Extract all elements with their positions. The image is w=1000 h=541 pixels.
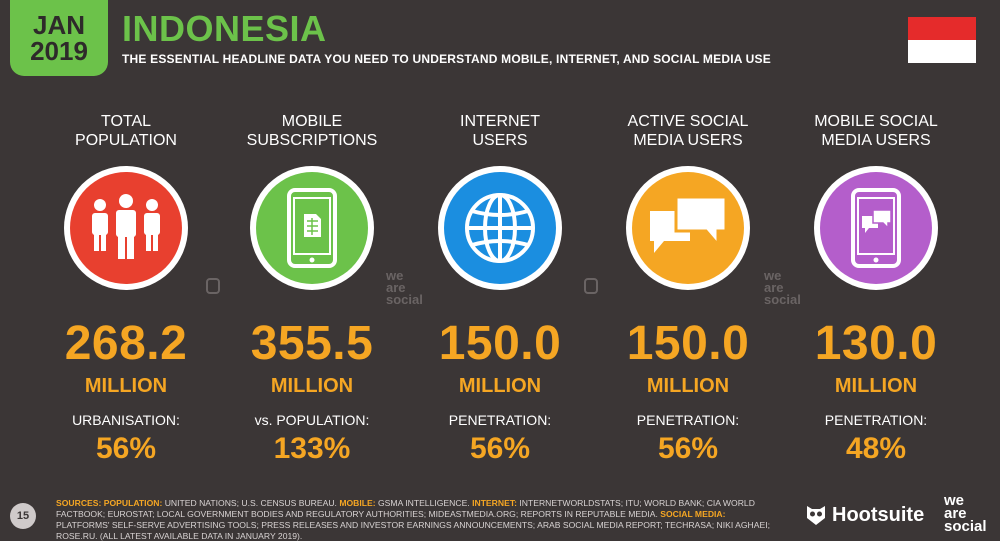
stat-total-population: TOTAL POPULATION 268.2 MILLION URBANISAT [36, 112, 216, 465]
stat-circle [64, 166, 188, 290]
chat-bubbles-icon [650, 195, 728, 253]
stat-unit: MILLION [646, 375, 730, 397]
hootsuite-logo: Hootsuite [804, 503, 924, 527]
stat-active-social-media-users: ACTIVE SOCIAL MEDIA USERS 150.0 MILLION … [598, 112, 778, 465]
indonesia-flag-icon [908, 17, 976, 63]
stat-circle [250, 166, 374, 290]
stat-value: 355.5 [250, 317, 374, 370]
stat-label: TOTAL POPULATION [75, 113, 177, 149]
stat-sublabel: PENETRATION: [448, 412, 552, 428]
stat-value: 150.0 [626, 317, 750, 370]
stat-value: 268.2 [64, 317, 188, 370]
stat-sublabel: PENETRATION: [636, 412, 740, 428]
we-are-social-watermark: we are social [764, 268, 801, 307]
date-badge: JAN 2019 [10, 0, 108, 76]
stat-sublabel: URBANISATION: [72, 412, 180, 428]
we-are-social-watermark: we are social [386, 268, 423, 307]
owl-watermark-icon [206, 278, 220, 294]
people-icon [92, 194, 160, 259]
stat-value: 130.0 [814, 317, 938, 370]
hootsuite-owl-icon [807, 506, 825, 525]
stat-unit: MILLION [458, 375, 542, 397]
date-year: 2019 [30, 36, 88, 66]
stat-label: ACTIVE SOCIAL MEDIA USERS [627, 113, 749, 149]
we-are-social-logo: we are social [944, 492, 987, 535]
stat-mobile-social-media-users: MOBILE SOCIAL MEDIA USERS 130.0 MILLION … [786, 112, 966, 465]
stat-subvalue: 48% [845, 432, 907, 465]
stat-sublabel: vs. POPULATION: [254, 412, 370, 428]
stat-mobile-subscriptions: MOBILE SUBSCRIPTIONS 355.5 MILLION vs. P… [222, 112, 402, 465]
sources-text: SOURCES: POPULATION: UNITED NATIONS; U.S… [56, 498, 770, 541]
mobile-sim-icon [287, 188, 337, 268]
stat-subvalue: 56% [657, 432, 719, 465]
stat-sublabel: PENETRATION: [824, 412, 928, 428]
stat-circle [438, 166, 562, 290]
stat-label: MOBILE SOCIAL MEDIA USERS [814, 113, 938, 149]
globe-icon [465, 193, 535, 263]
stat-label: MOBILE SUBSCRIPTIONS [246, 113, 378, 149]
stat-circle [814, 166, 938, 290]
date-month: JAN [32, 10, 85, 40]
stat-unit: MILLION [834, 375, 918, 397]
page-subtitle: THE ESSENTIAL HEADLINE DATA YOU NEED TO … [122, 52, 771, 66]
stat-circle [626, 166, 750, 290]
stat-subvalue: 56% [469, 432, 531, 465]
stat-label: INTERNET USERS [460, 113, 540, 149]
page-title: INDONESIA [122, 8, 327, 49]
owl-watermark-icon [584, 278, 598, 294]
stat-internet-users: INTERNET USERS 150.0 MILLION PENETRATION… [410, 112, 590, 465]
stat-subvalue: 133% [273, 432, 351, 465]
stat-value: 150.0 [438, 317, 562, 370]
stat-unit: MILLION [270, 375, 354, 397]
page-number: 15 [10, 503, 36, 529]
stat-unit: MILLION [84, 375, 168, 397]
mobile-chat-icon [851, 188, 901, 268]
stat-subvalue: 56% [95, 432, 157, 465]
